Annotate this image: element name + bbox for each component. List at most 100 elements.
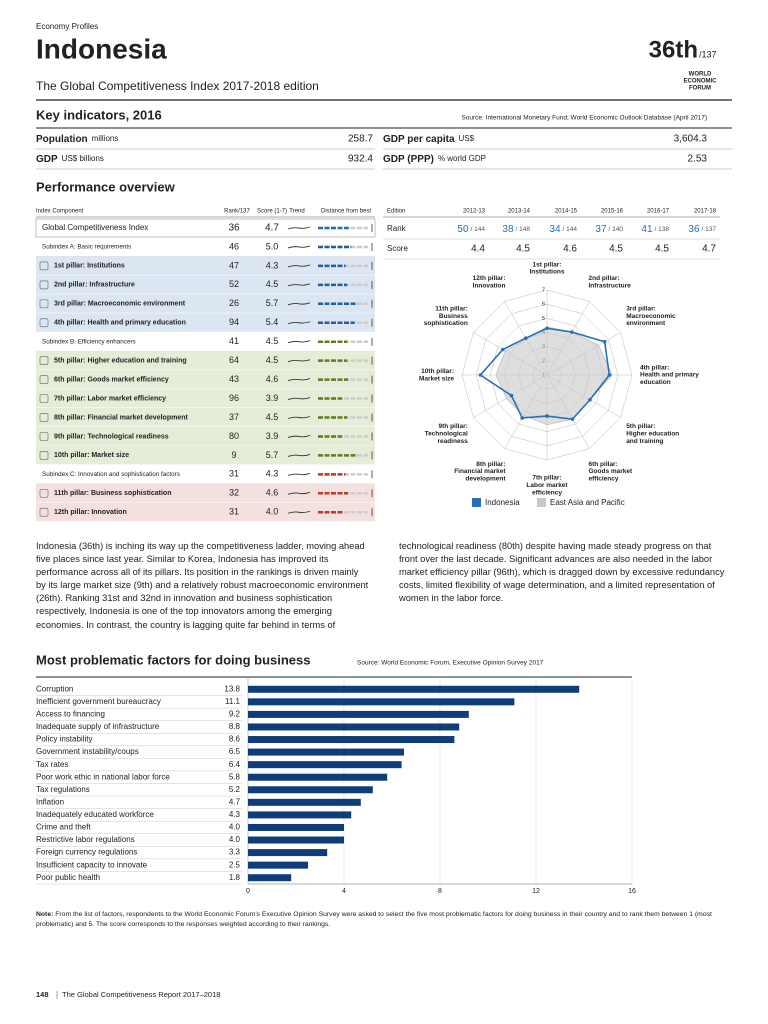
bar	[248, 823, 344, 831]
radar-point	[523, 336, 528, 340]
year: 2017-18	[694, 209, 717, 215]
rank-total: / 144	[563, 226, 578, 233]
radar-axis-label: 10th pillar:	[421, 368, 454, 375]
row-background	[36, 389, 375, 409]
sub-name: Subindex B: Efficiency enhancers	[42, 338, 136, 345]
radar-tick-label: 6	[542, 302, 545, 308]
score: 4.7	[265, 223, 279, 234]
trend-line	[287, 472, 311, 476]
pillar-name: 12th pillar: Innovation	[54, 509, 127, 516]
value-label: 8.8	[229, 722, 241, 731]
radar-axis-label: sophistication	[424, 320, 468, 327]
radar-axis-label: 6th pillar:	[589, 461, 618, 468]
score: 3.9	[266, 393, 279, 403]
section-title: Most problematic factors for doing busin…	[36, 652, 310, 667]
indicator-value: 258.7	[348, 134, 373, 145]
indicator-value: 2.53	[688, 154, 708, 165]
score: 4.6	[266, 374, 279, 384]
pillar-name: 2nd pillar: Infrastructure	[54, 282, 135, 289]
trend-line	[287, 359, 311, 363]
indicator-label: GDP per capita US$	[383, 134, 475, 145]
radar-axis-label: development	[465, 476, 506, 483]
row-background	[36, 256, 375, 276]
radar-axis-label: and training	[626, 438, 663, 445]
radar-axis-label: 11th pillar:	[435, 306, 468, 313]
category-label: Restrictive labor regulations	[36, 835, 135, 844]
row-label: Rank	[387, 224, 407, 233]
indicator-unit: % world GDP	[438, 154, 486, 163]
score: 3.9	[266, 431, 279, 441]
radar-tick-label: 5	[542, 316, 545, 322]
row-background	[36, 426, 375, 446]
row-background	[36, 313, 375, 333]
row-background	[36, 351, 375, 371]
category-label: Poor public health	[36, 873, 100, 882]
legend-swatch	[472, 498, 481, 507]
rank-total: / 148	[516, 226, 531, 233]
pillar-icon	[39, 507, 49, 517]
overall-rank: 36th	[649, 36, 698, 63]
rank-value: 50	[457, 224, 469, 235]
rank: 52	[229, 279, 239, 289]
indicator-label: Population millions	[36, 134, 118, 145]
rank: 46	[229, 241, 239, 251]
radar-axis-label: Higher education	[626, 431, 679, 438]
pillar-icon	[39, 375, 49, 384]
score: 5.0	[266, 241, 279, 251]
category-label: Inadequate supply of infrastructure	[36, 722, 160, 731]
radar-axis-label: 9th pillar:	[439, 423, 468, 430]
rank: 36	[228, 223, 240, 234]
row-background	[36, 370, 375, 390]
summary-text: Indonesia (36th) is inching its way up t…	[36, 541, 725, 630]
note: Note: From the list of factors, responde…	[36, 910, 732, 929]
bar	[248, 874, 292, 882]
radar-point	[545, 414, 549, 418]
score: 4.5	[266, 412, 279, 422]
pillar-icon	[39, 432, 49, 441]
category-label: Inefficient government bureaucracy	[36, 697, 161, 706]
radar-axis-label: Macroeconomic	[626, 313, 676, 320]
radar-point	[588, 397, 592, 402]
logo-text: WORLD	[689, 72, 712, 78]
row-label: Score	[387, 244, 408, 253]
bar	[248, 849, 328, 857]
trend-line	[287, 416, 311, 419]
bar	[248, 698, 515, 706]
score: 4.6	[266, 488, 279, 498]
bar	[248, 710, 469, 718]
value-label: 4.7	[229, 797, 241, 806]
score: 5.7	[266, 298, 279, 308]
radar-axis-label: 1st pillar:	[533, 261, 562, 268]
radar-axis-label: 7th pillar:	[532, 475, 561, 482]
radar-axis-label: 8th pillar:	[476, 461, 505, 468]
trend-line	[287, 302, 311, 306]
value-label: 2.5	[229, 860, 241, 869]
trend-line	[287, 226, 311, 230]
history-rank: 50/ 144	[457, 224, 485, 235]
history-rank: 36/ 137	[688, 224, 716, 235]
page-number: 148	[36, 990, 49, 999]
trend-line	[287, 435, 311, 438]
radar-point	[569, 330, 574, 334]
category-label: Inadequately educated workforce	[36, 810, 154, 819]
indicator-name: GDP (PPP)	[383, 154, 434, 165]
bar	[248, 811, 352, 819]
radar-point	[501, 347, 505, 352]
radar-point	[509, 393, 514, 398]
pillar-name: 1st pillar: Institutions	[54, 263, 125, 270]
radar-axis-label: readiness	[437, 438, 468, 445]
row-background	[36, 502, 375, 522]
value-label: 6.5	[229, 747, 241, 756]
radar-axis-label: 12th pillar:	[473, 275, 506, 282]
value-label: 4.0	[229, 835, 241, 844]
rank-value: 41	[641, 224, 653, 235]
value-label: 1.8	[229, 873, 241, 882]
category-label: Corruption	[36, 684, 73, 693]
logo-text: FORUM	[689, 86, 711, 92]
radar-axis-label: Labor market	[526, 482, 568, 489]
rank: 41	[229, 336, 239, 346]
value-label: 6.4	[229, 760, 241, 769]
history-score: 4.4	[471, 244, 485, 255]
radar-axis-label: efficiency	[589, 476, 619, 483]
